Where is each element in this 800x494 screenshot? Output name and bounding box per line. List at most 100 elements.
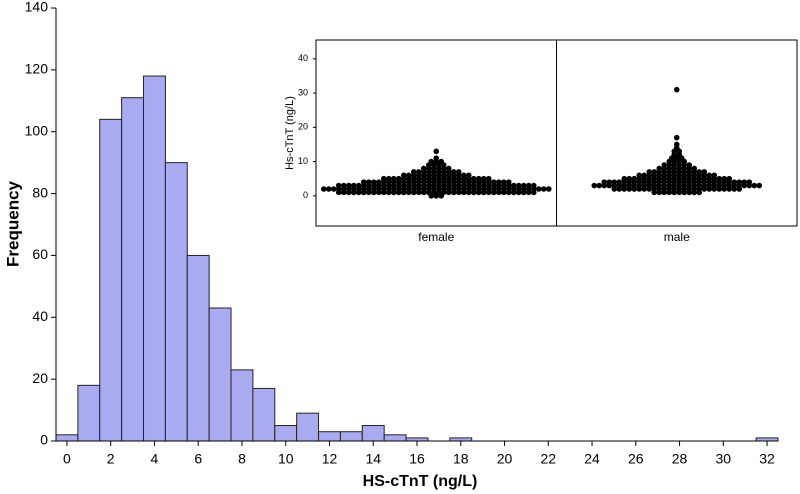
bar — [55, 434, 79, 442]
dot — [535, 186, 542, 192]
dot — [385, 175, 392, 182]
dot — [691, 165, 698, 172]
dot — [400, 172, 407, 179]
dot — [636, 172, 643, 179]
x-axis-title: HS-cTnT (ng/L) — [363, 473, 478, 490]
dot — [601, 179, 608, 185]
dot — [726, 175, 733, 182]
y-axis-title: Frequency — [3, 180, 22, 267]
dot — [495, 179, 502, 185]
x-tick-label: female — [418, 230, 454, 244]
dot — [731, 179, 738, 185]
dot — [525, 182, 532, 189]
dot — [711, 172, 718, 179]
dot — [611, 179, 618, 185]
x-tick-label: 30 — [716, 451, 732, 467]
dot — [641, 172, 648, 179]
dot — [751, 182, 758, 189]
dot — [626, 175, 633, 182]
dot — [350, 182, 357, 189]
dot — [445, 165, 452, 172]
y-tick-label: 0 — [40, 432, 48, 448]
dot — [746, 179, 753, 185]
dot — [616, 179, 623, 185]
bar — [77, 384, 101, 442]
bar — [186, 254, 210, 442]
y-tick-label: 20 — [32, 370, 48, 386]
dot — [475, 175, 482, 182]
y-tick-label: 10 — [298, 156, 308, 166]
dot — [621, 175, 628, 182]
dot — [370, 179, 377, 185]
dot — [390, 175, 397, 182]
dot — [515, 182, 522, 189]
dot — [360, 179, 367, 185]
dot — [420, 165, 427, 172]
bar — [230, 369, 254, 442]
dot — [340, 182, 347, 189]
dot — [485, 175, 492, 182]
dot — [380, 175, 387, 182]
y-tick-label: 120 — [25, 61, 49, 77]
dot — [741, 179, 748, 185]
dot — [450, 169, 457, 175]
y-tick-label: 80 — [32, 184, 48, 200]
bar — [121, 97, 145, 442]
y-tick-label: 140 — [25, 0, 49, 15]
x-tick-label: 2 — [107, 451, 115, 467]
y-tick-label: 40 — [298, 53, 308, 63]
y-tick-label: 60 — [32, 246, 48, 262]
y-tick-label: 30 — [298, 87, 308, 97]
dot — [721, 175, 728, 182]
dot — [375, 179, 382, 185]
dot — [510, 182, 517, 189]
bar — [361, 425, 385, 442]
bar — [318, 431, 341, 442]
dot — [365, 179, 372, 185]
x-tick-label: 0 — [63, 451, 71, 467]
dot — [490, 179, 497, 185]
dot — [756, 182, 763, 189]
dot — [410, 169, 417, 175]
dot — [736, 179, 743, 185]
dot — [591, 182, 598, 189]
dot — [540, 186, 547, 192]
x-tick-label: 4 — [151, 451, 159, 467]
dot — [651, 169, 658, 175]
x-tick-label: 26 — [628, 451, 644, 467]
x-tick-label: 8 — [238, 451, 246, 467]
bar — [383, 434, 407, 442]
dot — [530, 182, 537, 189]
x-tick-label: 18 — [453, 451, 469, 467]
x-tick-label: 12 — [322, 451, 338, 467]
dot — [545, 186, 552, 192]
dot — [596, 182, 603, 189]
x-tick-label: 16 — [409, 451, 425, 467]
dot — [325, 186, 332, 192]
x-tick-label: 10 — [278, 451, 294, 467]
bar — [164, 162, 188, 442]
dot — [520, 182, 527, 189]
dot — [428, 158, 435, 165]
x-tick-label: 32 — [759, 451, 775, 467]
dot — [480, 175, 487, 182]
dot — [465, 172, 472, 179]
y-axis-title: Hs-cTnT (ng/L) — [284, 96, 296, 170]
x-tick-label: 6 — [194, 451, 202, 467]
dot — [706, 172, 713, 179]
dot — [673, 141, 680, 148]
x-tick-label: 22 — [540, 451, 556, 467]
dot — [646, 169, 653, 175]
y-tick-label: 20 — [298, 122, 308, 132]
dot — [696, 169, 703, 175]
x-tick-label: 28 — [672, 451, 688, 467]
y-tick-label: 40 — [32, 308, 48, 324]
dot — [505, 179, 512, 185]
x-tick-label: 24 — [584, 451, 600, 467]
dot — [320, 186, 327, 192]
dot — [631, 175, 638, 182]
dot — [661, 162, 668, 168]
dot — [355, 182, 362, 189]
dot — [701, 169, 708, 175]
